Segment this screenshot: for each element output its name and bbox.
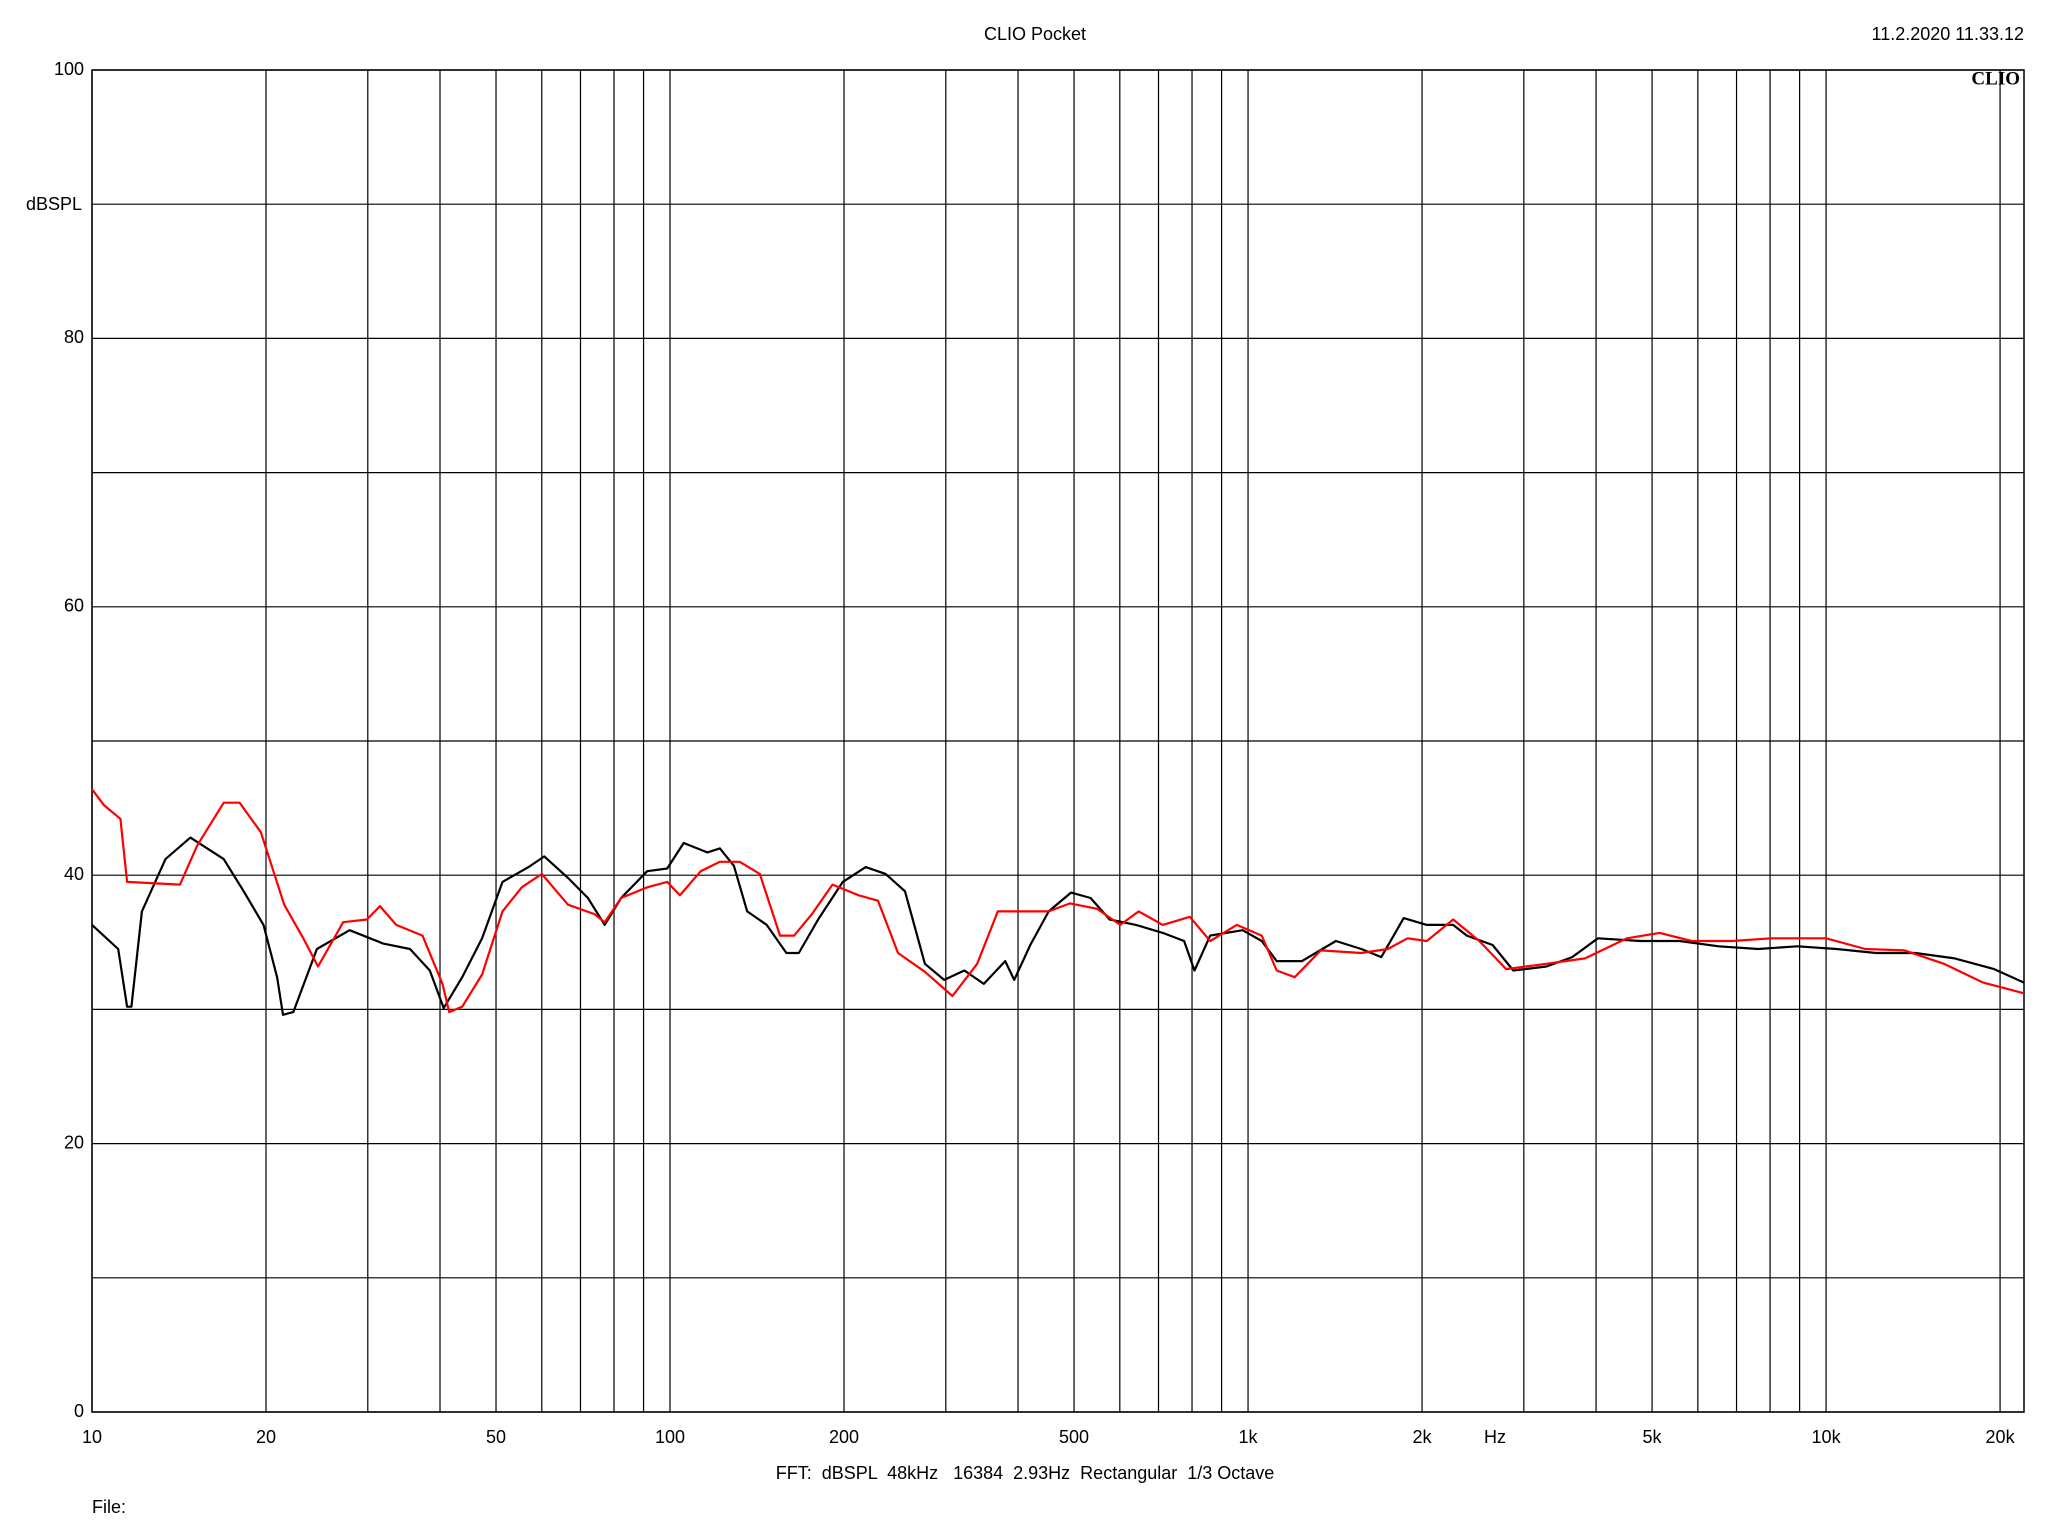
y-axis-label: dBSPL bbox=[26, 194, 82, 214]
series-line bbox=[91, 836, 2025, 1016]
x-tick-label: 1k bbox=[1239, 1427, 1259, 1447]
y-tick-label: 80 bbox=[64, 327, 84, 347]
x-tick-label: 20 bbox=[256, 1427, 276, 1447]
x-tick-label: 2k bbox=[1413, 1427, 1433, 1447]
y-tick-label: 100 bbox=[54, 59, 84, 79]
x-tick-label: 100 bbox=[655, 1427, 685, 1447]
x-axis-label: Hz bbox=[1484, 1427, 1506, 1447]
plot-frame bbox=[91, 69, 2025, 1413]
footer: FFT: dBSPL 48kHz 16384 2.93Hz Rectangula… bbox=[776, 1463, 1275, 1483]
x-tick-label: 50 bbox=[486, 1427, 506, 1447]
file-label: File: bbox=[92, 1497, 126, 1517]
x-tick-label: 5k bbox=[1643, 1427, 1663, 1447]
logo: CLIO bbox=[1971, 68, 2020, 89]
x-tick-label: 500 bbox=[1059, 1427, 1089, 1447]
y-tick-label: 40 bbox=[64, 864, 84, 884]
x-tick-label: 200 bbox=[829, 1427, 859, 1447]
y-tick-label: 20 bbox=[64, 1132, 84, 1152]
x-tick-label: 10 bbox=[82, 1427, 102, 1447]
x-tick-label: 10k bbox=[1812, 1427, 1842, 1447]
y-tick-label: 60 bbox=[64, 596, 84, 616]
y-tick-label: 0 bbox=[74, 1401, 84, 1421]
timestamp: 11.2.2020 11.33.12 bbox=[1872, 24, 2024, 44]
series-line bbox=[91, 788, 2025, 1014]
x-tick-label: 20k bbox=[1986, 1427, 2016, 1447]
chart-title: CLIO Pocket bbox=[984, 24, 1086, 44]
